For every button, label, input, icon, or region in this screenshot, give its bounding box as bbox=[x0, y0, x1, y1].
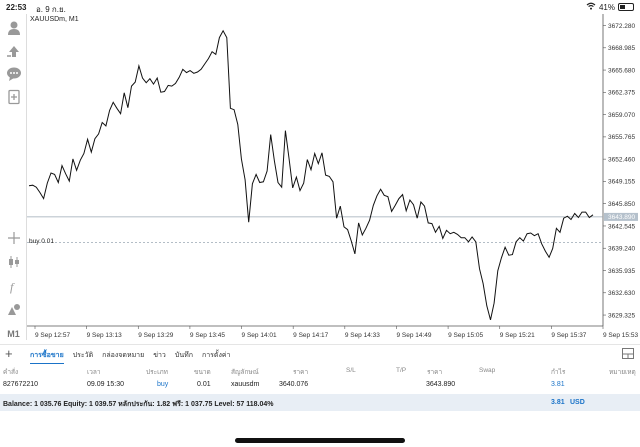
cell-profit: 3.81 bbox=[551, 381, 565, 388]
price-tick-label: 3635.935 bbox=[608, 268, 635, 275]
balance-text: Balance: 1 035.76 Equity: 1 039.57 หลักป… bbox=[3, 401, 274, 408]
price-series-line bbox=[28, 29, 594, 321]
order-line-label: buy 0.01 bbox=[29, 238, 54, 245]
time-tick-label: 9 Sep 12:57 bbox=[35, 332, 70, 339]
indicators-icon[interactable] bbox=[4, 252, 23, 271]
tab-4[interactable]: บันทึก bbox=[174, 352, 193, 359]
cell-size: 0.01 bbox=[197, 381, 211, 388]
time-tick-label: 9 Sep 15:21 bbox=[500, 332, 535, 339]
tab-2[interactable]: กล่องจดหมาย bbox=[102, 352, 145, 359]
time-tick-label: 9 Sep 14:33 bbox=[345, 332, 380, 339]
col-header-8: ราคา bbox=[427, 369, 443, 376]
objects-icon[interactable] bbox=[4, 300, 23, 319]
time-tick-label: 9 Sep 13:29 bbox=[138, 332, 173, 339]
price-tick-label: 3655.765 bbox=[608, 134, 635, 141]
time-tick-label: 9 Sep 14:01 bbox=[242, 332, 277, 339]
col-header-1: เวลา bbox=[87, 369, 101, 376]
cell-current-price: 3643.890 bbox=[426, 381, 456, 388]
battery-percent: 41% bbox=[598, 2, 615, 12]
time-tick-label: 9 Sep 15:05 bbox=[448, 332, 483, 339]
chat-icon[interactable] bbox=[4, 64, 23, 83]
cell-time: 09.09 15:30 bbox=[87, 381, 124, 388]
price-tick-label: 3649.155 bbox=[608, 179, 635, 186]
price-tick-label: 3668.985 bbox=[608, 45, 635, 52]
user-icon[interactable] bbox=[4, 18, 23, 37]
time-tick-label: 9 Sep 13:45 bbox=[190, 332, 225, 339]
news-icon[interactable] bbox=[4, 87, 23, 106]
balance-bar: Balance: 1 035.76 Equity: 1 039.57 หลักป… bbox=[0, 394, 640, 411]
current-price-tag-label: 3643.890 bbox=[608, 214, 635, 221]
chart-symbol-label: XAUUSDm, M1 bbox=[30, 16, 79, 23]
price-tick-label: 3659.070 bbox=[608, 112, 635, 119]
tab-0[interactable]: การซื้อขาย bbox=[30, 350, 64, 364]
signal-icon[interactable] bbox=[4, 41, 23, 60]
trade-row[interactable]: 827672210 09.09 15:30 buy 0.01 xauusdm 3… bbox=[0, 378, 640, 393]
price-tick-label: 3639.240 bbox=[608, 246, 635, 253]
time-tick-label: 9 Sep 15:53 bbox=[603, 332, 638, 339]
cell-type: buy bbox=[157, 381, 169, 388]
time-tick-label: 9 Sep 15:37 bbox=[551, 332, 586, 339]
price-tick-label: 3672.280 bbox=[608, 23, 635, 30]
price-tick-label: 3665.680 bbox=[608, 67, 635, 74]
chart-canvas[interactable]: 3672.280 3668.985 3665.680 3662.375 3659.070… bbox=[27, 14, 640, 340]
status-bar: 22:53 อ. 9 ก.ย. 41% bbox=[0, 0, 640, 14]
balance-currency: USD bbox=[570, 399, 585, 406]
col-header-11: หมายเหตุ bbox=[609, 369, 636, 376]
tab-3[interactable]: ข่าว bbox=[153, 352, 166, 359]
cell-price: 3640.076 bbox=[279, 381, 309, 388]
cell-symbol: xauusdm bbox=[231, 381, 260, 388]
status-time: 22:53 bbox=[6, 3, 27, 12]
add-icon[interactable]: + bbox=[5, 346, 13, 361]
left-toolbar: f M1 bbox=[0, 14, 27, 340]
col-header-6: S/L bbox=[346, 367, 356, 374]
col-header-9: Swap bbox=[479, 367, 496, 374]
panel-icon[interactable] bbox=[622, 348, 634, 359]
time-tick-label: 9 Sep 13:13 bbox=[87, 332, 122, 339]
col-header-2: ประเภท bbox=[146, 369, 168, 376]
time-tick-label: 9 Sep 14:49 bbox=[396, 332, 431, 339]
col-header-5: ราคา bbox=[293, 369, 309, 376]
svg-text:f: f bbox=[10, 280, 15, 294]
wifi-icon bbox=[586, 2, 596, 12]
trade-table-header: คำสั่ง เวลา ประเภท ขนาด สัญลักษณ์ ราคา S/L T/P ร… bbox=[0, 364, 640, 378]
balance-profit: 3.81 bbox=[551, 399, 565, 406]
price-chart[interactable]: 3672.280 3668.985 3665.680 3662.375 3659.070… bbox=[27, 14, 640, 340]
price-tick-label: 3662.375 bbox=[608, 90, 635, 97]
price-tick-label: 3645.850 bbox=[608, 201, 635, 208]
toolbox-tabs-bar: + การซื้อขาย ประวัติ กล่องจดหมาย ข่าว บันทึก… bbox=[0, 344, 640, 364]
crosshair-icon[interactable] bbox=[4, 228, 23, 247]
price-tick-label: 3632.630 bbox=[608, 290, 635, 297]
battery-icon bbox=[618, 3, 634, 11]
col-header-3: ขนาด bbox=[194, 369, 211, 376]
price-tick-label: 3652.460 bbox=[608, 156, 635, 163]
status-right: 41% bbox=[586, 2, 634, 12]
col-header-4: สัญลักษณ์ bbox=[231, 369, 259, 376]
toolbox-tabs: การซื้อขาย ประวัติ กล่องจดหมาย ข่าว บันทึก กา… bbox=[30, 350, 230, 364]
status-date: อ. 9 ก.ย. bbox=[36, 5, 66, 14]
timeframe-button[interactable]: M1 bbox=[7, 328, 20, 339]
col-header-0: คำสั่ง bbox=[3, 369, 19, 376]
tab-1[interactable]: ประวัติ bbox=[72, 352, 94, 359]
tab-5[interactable]: การตั้งค่า bbox=[201, 352, 231, 359]
function-icon[interactable]: f bbox=[4, 276, 23, 295]
cell-order: 827672210 bbox=[3, 381, 39, 388]
time-tick-label: 9 Sep 14:17 bbox=[293, 332, 328, 339]
price-tick-label: 3642.545 bbox=[608, 223, 635, 230]
col-header-10: กำไร bbox=[551, 369, 566, 376]
home-indicator[interactable] bbox=[235, 438, 405, 443]
price-tick-label: 3629.325 bbox=[608, 312, 635, 319]
col-header-7: T/P bbox=[396, 367, 407, 374]
current-price-tag bbox=[604, 212, 638, 221]
